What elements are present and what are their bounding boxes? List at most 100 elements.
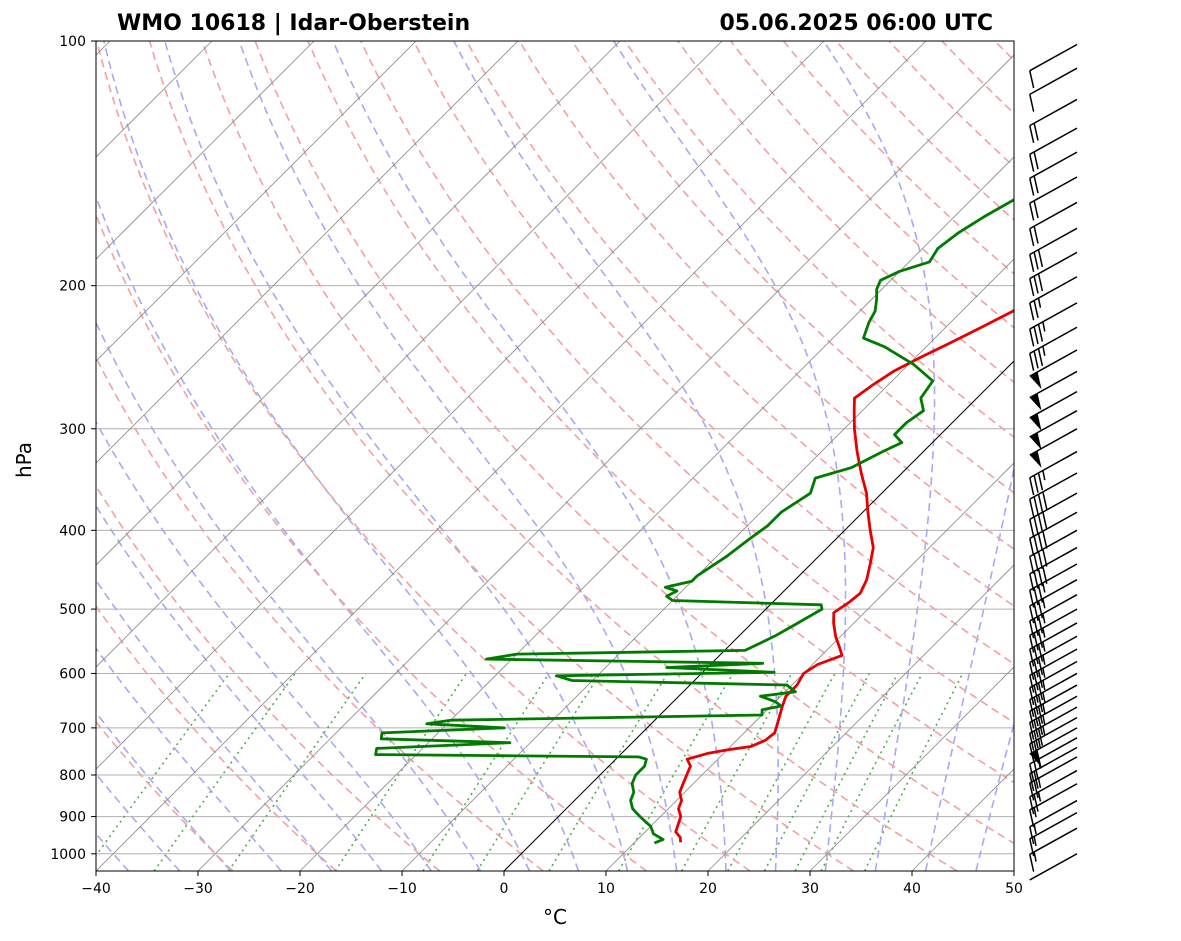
wind-barb — [1029, 428, 1078, 468]
wind-barb-flag — [1033, 123, 1039, 141]
wind-barb-half-flag — [1033, 836, 1037, 847]
wind-barb — [1029, 450, 1078, 496]
wind-barb-staff — [1029, 151, 1078, 179]
isotherm — [299, 156, 1014, 871]
dry-adiabat — [571, 41, 1014, 494]
wind-barb-half-flag — [1042, 627, 1046, 638]
wind-barb-flag — [1042, 511, 1048, 530]
wind-barb-flag — [1029, 743, 1035, 762]
wind-barb-flag — [1029, 782, 1035, 801]
wind-barb-flag — [1029, 763, 1035, 782]
wind-barb-half-flag — [1037, 778, 1042, 789]
wind-barb — [1029, 648, 1078, 693]
isotherm — [197, 54, 1014, 871]
wind-barb-staff — [1029, 251, 1078, 280]
wind-barb-flag — [1029, 498, 1035, 517]
dry-adiabat — [96, 212, 647, 871]
wind-barb-staff — [1029, 98, 1078, 127]
wind-barb-flag — [1033, 697, 1039, 715]
wind-barb-flag — [1037, 630, 1044, 648]
wind-barb-half-flag — [1042, 346, 1046, 356]
wind-barb-staff — [1029, 799, 1078, 828]
dry-adiabat — [518, 41, 1014, 551]
wind-barb-flag — [1037, 568, 1044, 587]
wind-barb-flag — [1037, 249, 1044, 268]
wind-barb-flag — [1029, 826, 1035, 845]
isotherm — [96, 41, 315, 260]
dry-adiabat — [677, 41, 1014, 384]
wind-barb — [1029, 349, 1078, 390]
wind-barb-flag — [1029, 94, 1035, 112]
wind-barb-flag — [1037, 706, 1044, 724]
wind-barb-flag — [1033, 646, 1039, 665]
wind-barb-flag — [1033, 587, 1039, 606]
wind-barb-flag — [1029, 838, 1035, 857]
wind-barb-half-flag — [1037, 791, 1042, 802]
wind-barb-flag — [1037, 694, 1044, 713]
wind-barb-staff — [1029, 276, 1078, 304]
plot-frame — [95, 40, 1015, 872]
wind-barb-half-flag — [1042, 321, 1046, 332]
wind-barb-flag — [1037, 472, 1044, 491]
wind-barb-half-flag — [1042, 582, 1046, 593]
isotherm — [96, 41, 519, 464]
dewpoint-profile — [374, 198, 1014, 845]
wind-barb-half-flag — [1042, 655, 1046, 665]
wind-barb-flag — [1029, 228, 1035, 247]
y-tick-label: 400 — [59, 523, 86, 539]
wind-barb-flag — [1033, 571, 1039, 589]
wind-barb — [1029, 127, 1078, 172]
x-tick-label: 0 — [500, 881, 509, 897]
wind-barb-staff — [1029, 727, 1078, 755]
moist-adiabats — [96, 41, 1014, 871]
wind-barb — [1029, 43, 1078, 89]
x-tick-label: 30 — [801, 881, 819, 897]
wind-barb-half-flag — [1033, 824, 1037, 835]
wind-barb-staff — [1029, 472, 1078, 500]
moist-adiabat — [924, 464, 1014, 871]
wind-barb-half-flag — [1042, 725, 1046, 736]
wind-barb-staff — [1029, 695, 1078, 724]
mixing-ratio-line — [618, 673, 734, 871]
wind-barb-staff — [1029, 706, 1078, 734]
x-tick-label: −30 — [183, 881, 213, 897]
mixing-ratio-line — [476, 673, 601, 871]
wind-barb-flag — [1033, 535, 1039, 554]
wind-barb-flag — [1029, 154, 1035, 172]
wind-barb — [1029, 811, 1078, 857]
dry-adiabat — [254, 41, 1014, 845]
background-lines — [96, 41, 1014, 871]
wind-barb-flag — [1033, 632, 1039, 651]
y-tick-label: 100 — [59, 34, 86, 50]
wind-barb — [1029, 326, 1078, 371]
wind-barb-half-flag — [1033, 807, 1037, 818]
isotherm — [96, 41, 723, 668]
wind-barb-half-flag — [1042, 680, 1046, 691]
y-tick-label: 1000 — [50, 847, 86, 863]
wind-barb-flag — [1033, 175, 1039, 194]
wind-barb-flag — [1033, 685, 1039, 703]
mixing-ratio-line — [794, 673, 899, 871]
wind-barb-flag — [1033, 603, 1039, 621]
dry-adiabat — [148, 41, 854, 871]
wind-barb-half-flag — [1042, 692, 1046, 703]
wind-barb-flag — [1029, 203, 1035, 221]
x-tick-label: −20 — [285, 881, 315, 897]
y-tick-label: 600 — [59, 666, 86, 682]
wind-barb-flag — [1029, 699, 1035, 718]
wind-barb-flag — [1037, 585, 1044, 603]
wind-barb — [1029, 390, 1078, 431]
wind-barb-staff — [1029, 492, 1078, 520]
dry-adiabat — [360, 41, 1014, 724]
wind-barb-flag — [1037, 273, 1044, 292]
moist-adiabat — [332, 41, 727, 871]
wind-barb-staff — [1029, 43, 1078, 72]
wind-barb-flag — [1033, 659, 1039, 678]
wind-barb — [1029, 276, 1078, 321]
wind-barb-flag — [1029, 648, 1035, 667]
wind-barb — [1029, 251, 1078, 297]
mixing-ratio-line — [334, 673, 468, 871]
wind-barb-staff — [1029, 746, 1078, 775]
wind-barb — [1029, 853, 1078, 881]
wind-barb — [1029, 151, 1078, 196]
